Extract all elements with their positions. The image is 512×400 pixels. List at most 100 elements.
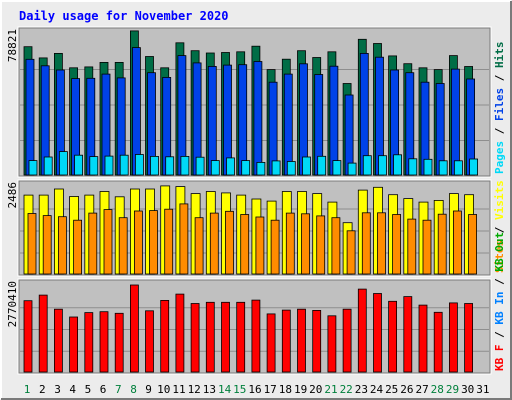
x-tick-label: 17 [264,383,277,396]
bar-sites [103,209,113,275]
legend-item: KB Out [493,232,506,272]
x-tick-label: 15 [233,383,246,396]
y-max-label: 2770410 [6,281,19,327]
bar-kb-f [69,316,78,373]
legend-separator: / [493,325,506,345]
bar-kb-f [251,299,261,373]
bar-sites [316,215,326,275]
legend-separator: / [493,121,506,141]
bar-pages [195,156,205,176]
bar-pages [378,155,387,176]
x-tick-label: 24 [370,383,384,396]
bar-sites [422,219,432,275]
x-tick-label: 23 [355,383,368,396]
legend-item: Visits [493,180,506,220]
bar-kb-f [205,301,215,373]
bar-pages [347,162,357,176]
bar-kb-f [403,296,413,373]
bar-kb-f [38,294,48,373]
bar-pages [134,154,144,176]
bar-pages [256,161,266,176]
y-max-label: 2486 [6,182,19,209]
x-tick-label: 31 [476,383,489,396]
bar-files [283,73,293,176]
bar-pages [165,156,175,176]
bar-kb-f [433,311,443,373]
bar-sites [270,219,280,275]
bar-kb-f [145,310,154,373]
bar-sites [437,213,447,275]
x-tick-label: 30 [461,383,474,396]
bar-kb-f [373,293,382,373]
x-tick-label: 5 [85,383,92,396]
bar-kb-f [221,301,230,373]
legend-0: Pages / Files / Hits [493,42,506,175]
panel-frame-1 [17,179,492,277]
chart-title: Daily usage for November 2020 [19,9,229,23]
x-tick-label: 9 [145,383,152,396]
bar-pages [453,160,463,176]
bar-kb-f [160,299,170,373]
x-tick-label: 8 [130,383,137,396]
bar-sites [88,212,98,275]
legend-item: KB In [493,292,506,325]
bar-sites [392,214,402,275]
bar-pages [423,158,433,176]
bar-sites [255,216,265,275]
bar-sites [225,210,234,275]
bar-sites [209,212,219,275]
bar-sites [27,213,37,275]
x-tick-label: 22 [340,383,353,396]
bar-sites [118,217,128,275]
bar-sites [133,210,143,275]
bar-kb-f [54,308,63,373]
legend-item: KB F [493,345,506,372]
bar-sites [149,210,158,275]
x-tick-label: 3 [54,383,61,396]
bar-sites [377,212,386,275]
bar-sites [194,217,204,275]
x-tick-label: 21 [324,383,337,396]
x-tick-label: 7 [115,383,122,396]
bar-pages [210,160,220,176]
bar-pages [271,160,281,176]
x-tick-label: 25 [385,383,398,396]
bar-kb-f [266,313,276,373]
bar-pages [150,155,159,176]
bar-kb-f [23,300,33,373]
bar-sites [452,210,462,275]
bar-kb-f [327,315,337,373]
bar-sites [179,203,189,275]
x-tick-label: 12 [188,383,201,396]
bar-pages [393,154,403,176]
y-max-label: 78821 [6,29,19,62]
bar-sites [468,214,478,275]
bar-files [25,58,35,176]
bar-pages [59,151,68,176]
bar-pages [226,157,235,176]
bar-kb-f [281,309,291,373]
legend-separator: / [493,272,506,292]
bar-pages [180,155,190,176]
x-tick-label: 6 [100,383,107,396]
x-tick-label: 29 [446,383,459,396]
bar-pages [408,158,418,176]
x-tick-label: 1 [24,383,31,396]
bar-kb-f [84,312,94,373]
bar-kb-f [190,303,200,373]
legend-separator: / [493,68,506,88]
x-tick-label: 13 [203,383,216,396]
legend-1: Sites / Visits [493,180,506,273]
bar-pages [104,155,114,176]
bar-pages [332,160,342,176]
bar-kb-f [448,302,458,373]
bar-kb-f [297,308,306,373]
bar-kb-f [388,300,398,373]
legend-item: Pages [493,141,506,174]
bar-files [450,68,460,176]
bar-kb-f [129,284,139,373]
bar-files [238,64,248,176]
